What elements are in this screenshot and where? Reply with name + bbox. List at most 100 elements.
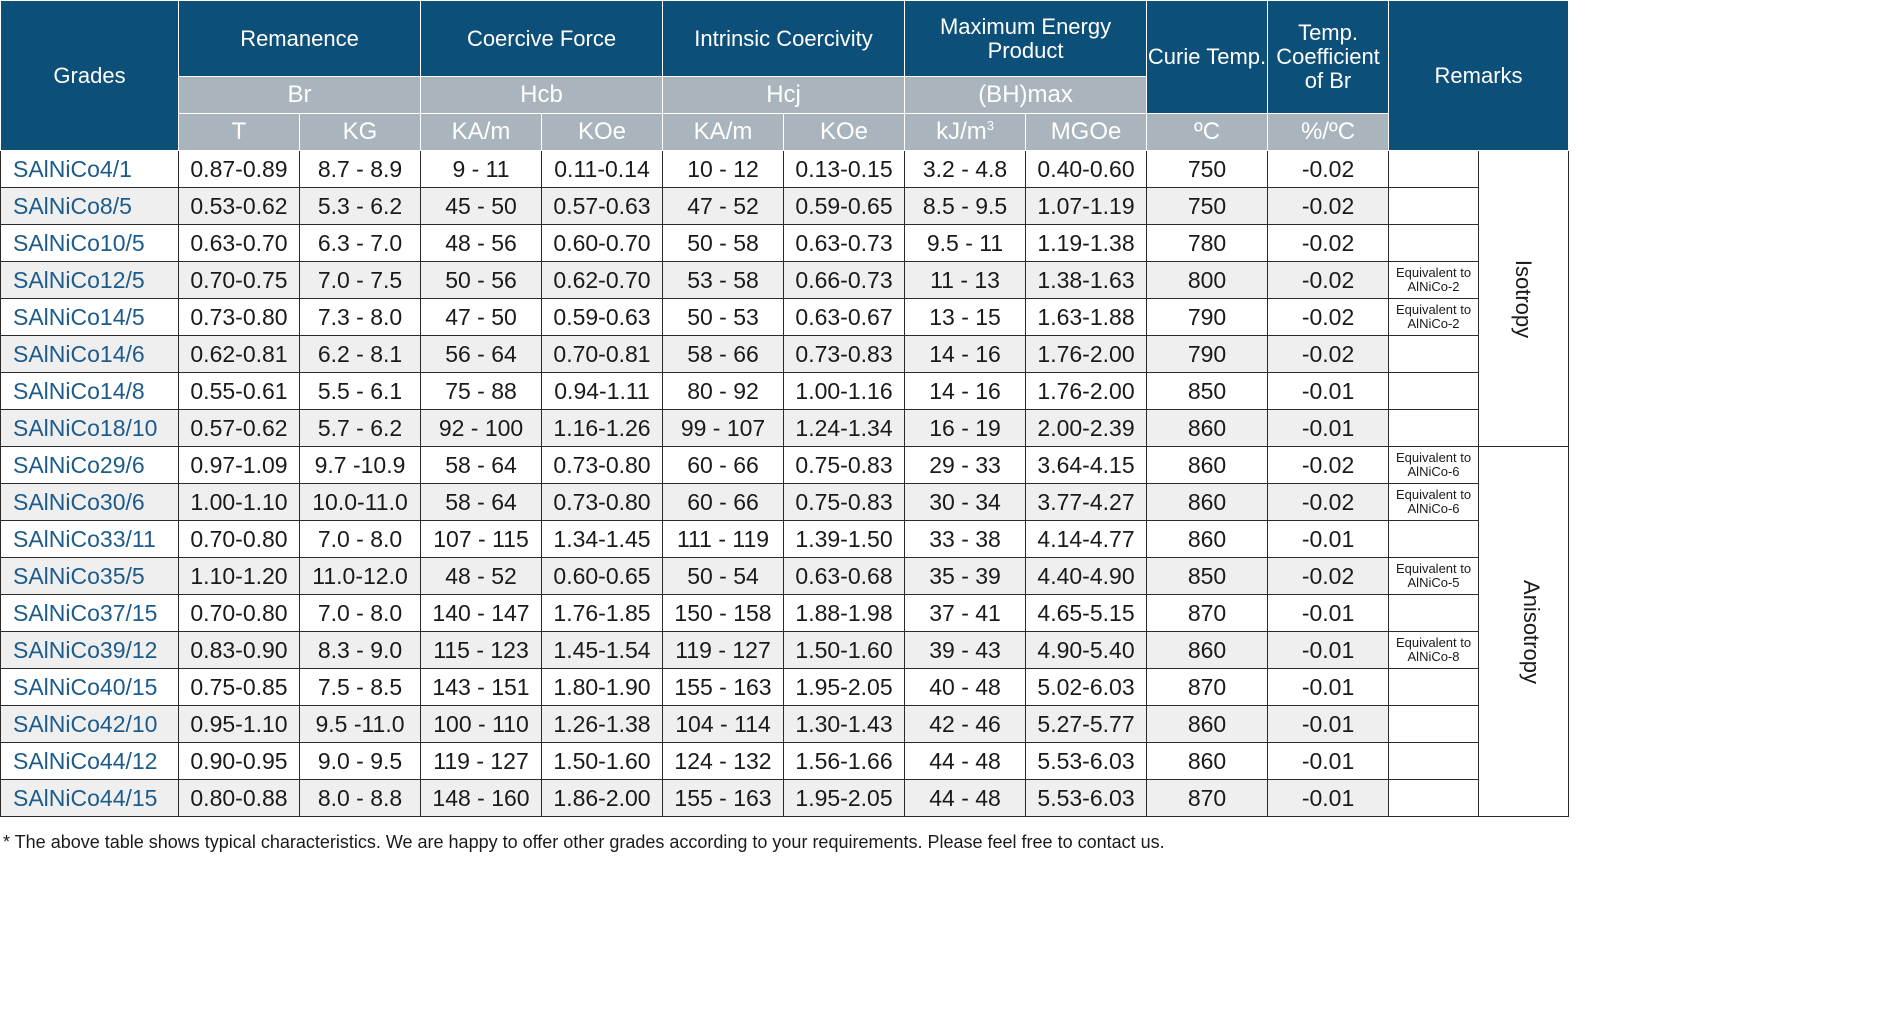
cell-curie: 870 [1146,668,1269,706]
cell-t: 0.97-1.09 [178,446,300,484]
cell-hcb-koe: 1.86-2.00 [541,779,664,817]
table-row: SAlNiCo44/12 0.90-0.95 9.0 - 9.5 119 - 127 1… [0,742,1569,780]
remark-cell [1388,779,1480,817]
cell-hcb-ka: 9 - 11 [420,150,543,188]
cell-kg: 5.5 - 6.1 [298,372,422,410]
cell-coef: -0.01 [1267,668,1390,706]
cell-hcb-ka: 45 - 50 [420,187,543,225]
cell-bh-mgoe: 2.00-2.39 [1025,409,1148,447]
cell-bh-mgoe: 4.14-4.77 [1025,520,1148,558]
cell-bh-kj: 44 - 48 [904,742,1027,780]
cell-t: 0.70-0.80 [178,520,300,558]
grade-cell: SAlNiCo42/10 [0,705,179,743]
cell-hcj-koe: 1.95-2.05 [783,668,906,706]
cell-t: 0.62-0.81 [178,335,300,373]
table-body: SAlNiCo4/1 0.87-0.89 8.7 - 8.9 9 - 11 0.11-0… [0,150,1570,817]
cell-bh-kj: 39 - 43 [904,631,1027,669]
cell-curie: 860 [1146,483,1269,521]
group-anisotropy: Anisotropy [1478,446,1570,817]
table-row: SAlNiCo39/12 0.83-0.90 8.3 - 9.0 115 - 123 1… [0,631,1569,669]
symbol-br: Br [177,76,422,114]
cell-hcj-koe: 0.63-0.67 [783,298,906,336]
cell-coef: -0.02 [1267,150,1390,188]
cell-bh-kj: 3.2 - 4.8 [904,150,1027,188]
page: Grades Remanence Coercive Force Intrinsi… [0,0,1570,852]
cell-hcj-ka: 10 - 12 [662,150,785,188]
cell-coef: -0.01 [1267,372,1390,410]
cell-curie: 860 [1146,705,1269,743]
cell-bh-kj: 44 - 48 [904,779,1027,817]
remark-cell: Equivalent to AlNiCo-6 [1388,446,1480,484]
cell-hcj-koe: 1.39-1.50 [783,520,906,558]
table-row: SAlNiCo18/10 0.57-0.62 5.7 - 6.2 92 - 100 1.… [0,409,1569,447]
cell-bh-mgoe: 4.40-4.90 [1025,557,1148,595]
table-row: SAlNiCo8/5 0.53-0.62 5.3 - 6.2 45 - 50 0.57-… [0,187,1569,225]
cell-hcb-koe: 0.73-0.80 [541,483,664,521]
cell-kg: 6.2 - 8.1 [298,335,422,373]
cell-hcj-ka: 119 - 127 [662,631,785,669]
grade-cell: SAlNiCo44/12 [0,742,179,780]
unit-kjm-text: kJ/m [936,118,987,145]
cell-hcj-ka: 80 - 92 [662,372,785,410]
table-row: SAlNiCo42/10 0.95-1.10 9.5 -11.0 100 - 110 1… [0,705,1569,743]
cell-bh-kj: 16 - 19 [904,409,1027,447]
cell-hcb-koe: 1.26-1.38 [541,705,664,743]
unit-koe-hcj: KOe [783,113,906,151]
cell-hcb-ka: 140 - 147 [420,594,543,632]
cell-bh-kj: 29 - 33 [904,446,1027,484]
cell-coef: -0.01 [1267,520,1390,558]
table-row: SAlNiCo44/15 0.80-0.88 8.0 - 8.8 148 - 160 1… [0,779,1569,817]
properties-table: Grades Remanence Coercive Force Intrinsi… [0,0,1570,817]
cell-hcj-ka: 60 - 66 [662,446,785,484]
cell-hcb-ka: 50 - 56 [420,261,543,299]
cell-t: 0.63-0.70 [178,224,300,262]
remark-cell [1388,150,1480,188]
cell-bh-kj: 35 - 39 [904,557,1027,595]
cell-hcj-ka: 60 - 66 [662,483,785,521]
cell-coef: -0.02 [1267,557,1390,595]
grade-cell: SAlNiCo37/15 [0,594,179,632]
cell-kg: 10.0-11.0 [298,483,422,521]
cell-hcj-ka: 104 - 114 [662,705,785,743]
grade-cell: SAlNiCo33/11 [0,520,179,558]
cell-hcj-koe: 1.56-1.66 [783,742,906,780]
cell-hcb-ka: 48 - 56 [420,224,543,262]
cell-bh-kj: 8.5 - 9.5 [904,187,1027,225]
cell-hcb-koe: 1.76-1.85 [541,594,664,632]
table-row: SAlNiCo4/1 0.87-0.89 8.7 - 8.9 9 - 11 0.11-0… [0,150,1570,447]
group-label-anisotropy: Anisotropy [1519,579,1545,684]
group-isotropy: Isotropy [1478,150,1570,447]
unit-celsius: ºC [1146,113,1269,151]
cell-hcj-koe: 0.73-0.83 [783,335,906,373]
cell-bh-mgoe: 1.07-1.19 [1025,187,1148,225]
grade-cell: SAlNiCo40/15 [0,668,179,706]
cell-kg: 11.0-12.0 [298,557,422,595]
cell-coef: -0.02 [1267,483,1390,521]
cell-bh-kj: 14 - 16 [904,335,1027,373]
cell-curie: 780 [1146,224,1269,262]
cell-hcj-ka: 58 - 66 [662,335,785,373]
header-intrinsic-coercivity: Intrinsic Coercivity [662,0,906,77]
cell-bh-mgoe: 1.38-1.63 [1025,261,1148,299]
cell-hcj-koe: 1.00-1.16 [783,372,906,410]
cell-hcb-koe: 0.60-0.70 [541,224,664,262]
cell-hcb-ka: 56 - 64 [420,335,543,373]
cell-curie: 860 [1146,631,1269,669]
grade-cell: SAlNiCo14/5 [0,298,179,336]
cell-hcj-koe: 1.88-1.98 [783,594,906,632]
cell-bh-mgoe: 5.02-6.03 [1025,668,1148,706]
cell-curie: 800 [1146,261,1269,299]
symbol-hcb: Hcb [420,76,664,114]
header-curie-temp: Curie Temp. [1146,0,1269,114]
cell-bh-mgoe: 3.77-4.27 [1025,483,1148,521]
cell-t: 0.75-0.85 [178,668,300,706]
cell-hcb-ka: 119 - 127 [420,742,543,780]
table-row: SAlNiCo10/5 0.63-0.70 6.3 - 7.0 48 - 56 0.60… [0,224,1569,262]
cell-curie: 860 [1146,409,1269,447]
cell-hcj-koe: 1.24-1.34 [783,409,906,447]
cell-t: 1.00-1.10 [178,483,300,521]
cell-bh-mgoe: 1.63-1.88 [1025,298,1148,336]
cell-coef: -0.01 [1267,705,1390,743]
cell-hcj-ka: 47 - 52 [662,187,785,225]
cell-hcb-koe: 1.16-1.26 [541,409,664,447]
